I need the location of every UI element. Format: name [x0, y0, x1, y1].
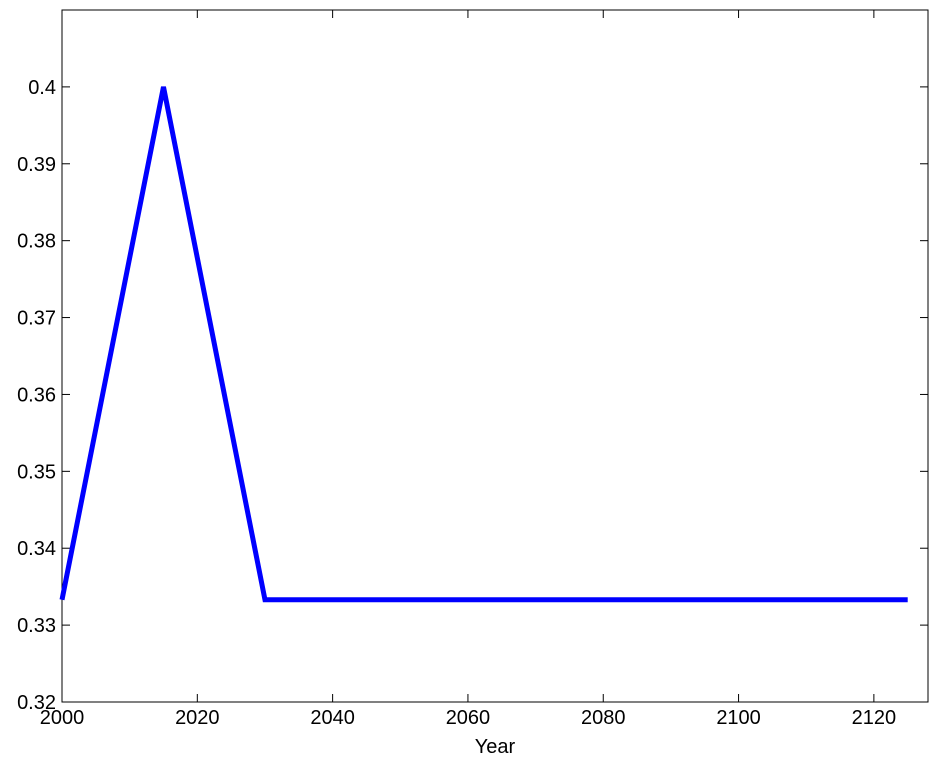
x-axis-label: Year	[475, 736, 516, 758]
y-tick-label: 0.37	[17, 308, 56, 330]
y-tick-label: 0.38	[17, 231, 56, 253]
y-tick-labels: 0.32 0.33 0.34 0.35 0.36 0.37 0.38 0.39 0.4	[17, 77, 56, 714]
axis-ticks	[61, 10, 928, 703]
series-layer	[59, 86, 908, 603]
series-line-0	[59, 86, 908, 603]
y-tick-label: 0.39	[17, 154, 56, 176]
plot-area	[61, 9, 929, 703]
x-tick-label: 2060	[446, 707, 491, 729]
y-tick-label: 0.33	[17, 615, 56, 637]
x-tick-label: 2040	[310, 707, 355, 729]
y-tick-label: 0.32	[17, 692, 56, 714]
x-tick-label: 2100	[716, 707, 761, 729]
x-tick-label: 2080	[581, 707, 626, 729]
x-tick-label: 2020	[175, 707, 220, 729]
y-tick-label: 0.4	[28, 77, 56, 99]
y-tick-label: 0.34	[17, 538, 56, 560]
x-tick-label: 2120	[852, 707, 897, 729]
x-tick-label: 2000	[40, 707, 85, 729]
y-tick-label: 0.36	[17, 384, 56, 406]
y-tick-label: 0.35	[17, 461, 56, 483]
x-tick-labels: 2000 2020 2040 2060 2080 2100 2120	[40, 707, 896, 729]
